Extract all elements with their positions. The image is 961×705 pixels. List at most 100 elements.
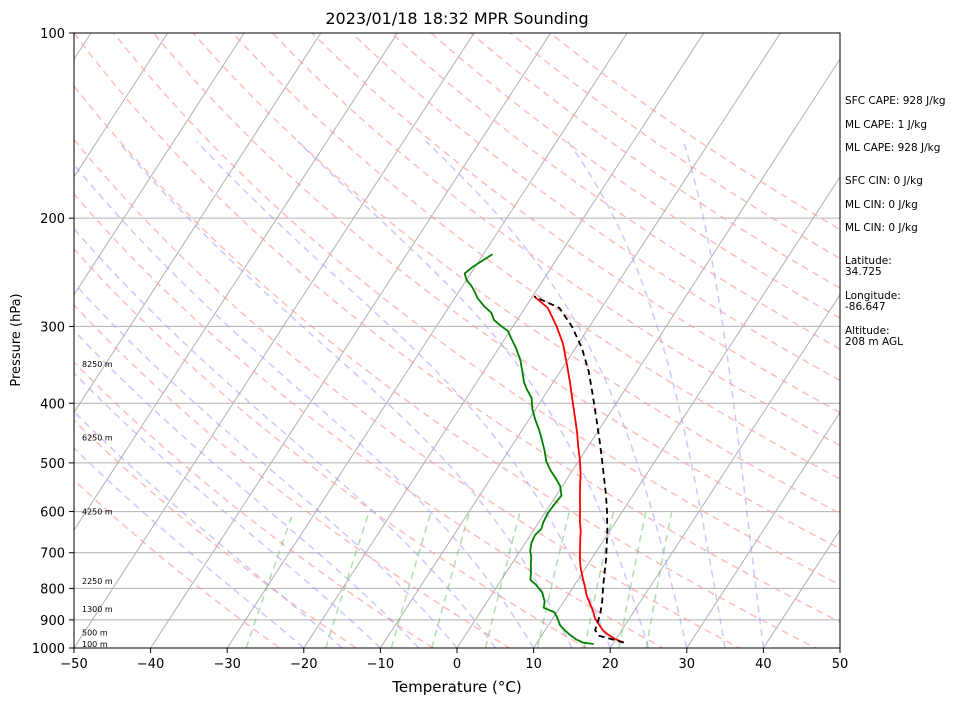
- x-tick-label: 0: [453, 657, 461, 672]
- isotherm-line: [533, 175, 840, 648]
- mixing-ratio-line: [325, 511, 370, 648]
- height-label: 100 m: [82, 640, 108, 649]
- moist-adiabat-line: [117, 140, 573, 648]
- info-text: Altitude:: [845, 325, 890, 337]
- y-tick-label: 800: [40, 582, 65, 597]
- info-text: Longitude:: [845, 290, 901, 302]
- y-tick-label: 1000: [32, 642, 65, 657]
- moist-adiabat-line: [425, 140, 688, 648]
- height-label: 6250 m: [82, 434, 113, 443]
- moist-adiabat-line: [74, 329, 420, 648]
- isotherm-line: [74, 33, 475, 648]
- parcel-path-line: [533, 295, 624, 644]
- x-tick-label: −30: [213, 657, 240, 672]
- y-tick-label: 500: [40, 457, 65, 472]
- x-axis-label: Temperature (°C): [391, 678, 521, 696]
- isotherm-line: [456, 58, 840, 648]
- dry-adiabat-line: [112, 33, 840, 586]
- grid-layer: [74, 33, 840, 648]
- dry-adiabat-line: [74, 478, 281, 648]
- moist-adiabat-line: [567, 140, 726, 648]
- info-text: Latitude:: [845, 255, 892, 267]
- info-panel: SFC CAPE: 928 J/kg ML CAPE: 1 J/kg ML CAPE…: [845, 95, 946, 348]
- y-tick-label: 400: [40, 397, 65, 412]
- height-label: 1300 m: [82, 605, 113, 614]
- y-tick-label: 700: [40, 547, 65, 562]
- info-text: 34.725: [845, 266, 882, 278]
- info-text: SFC CAPE: 928 J/kg: [845, 95, 946, 107]
- moist-adiabat-line: [74, 227, 496, 648]
- isotherm-line: [74, 33, 398, 532]
- moist-adiabat-line: [682, 141, 765, 648]
- y-tick-label: 900: [40, 614, 65, 629]
- x-tick-label: 50: [832, 657, 849, 672]
- x-tick-label: −20: [290, 657, 317, 672]
- mixing-ratio-line: [536, 511, 571, 648]
- dry-adiabat-line: [74, 192, 665, 648]
- x-tick-label: 10: [525, 657, 542, 672]
- height-label: 4250 m: [82, 508, 113, 517]
- isotherm-line: [226, 33, 628, 648]
- mixing-ratio-line: [390, 511, 432, 648]
- dewpoint-line: [463, 253, 594, 645]
- y-tick-label: 100: [40, 27, 65, 42]
- dry-adiabat-line: [74, 361, 435, 648]
- y-tick-label: 200: [40, 212, 65, 227]
- dry-adiabat-line: [231, 33, 840, 480]
- x-axis-ticks: −50 −40 −30 −20 −10 0 10 20 30 40 50: [60, 648, 848, 672]
- info-text: -86.647: [845, 301, 886, 313]
- y-axis-ticks: 1000 900 800 700 600 500 400 300 200 100: [32, 27, 74, 657]
- y-tick-label: 600: [40, 506, 65, 521]
- x-tick-label: −40: [137, 657, 164, 672]
- x-tick-label: −50: [60, 657, 87, 672]
- height-label: 2250 m: [82, 577, 113, 586]
- dry-adiabat-line: [74, 84, 818, 648]
- x-tick-label: 30: [679, 657, 696, 672]
- isotherm-line: [74, 33, 245, 296]
- info-text: ML CIN: 0 J/kg: [845, 199, 918, 211]
- dry-adiabat-line: [152, 33, 840, 550]
- height-label: 500 m: [82, 628, 108, 637]
- dry-adiabat-line: [310, 33, 840, 414]
- info-text: ML CIN: 0 J/kg: [845, 222, 918, 234]
- isotherm-line: [686, 411, 840, 648]
- info-text: ML CAPE: 928 J/kg: [845, 142, 940, 154]
- moist-adiabat-line: [74, 163, 535, 648]
- chart-title: 2023/01/18 18:32 MPR Sounding: [325, 9, 588, 28]
- mixing-ratio-line: [484, 511, 521, 648]
- dry-adiabat-line: [350, 33, 840, 382]
- dry-adiabat-line: [74, 419, 358, 648]
- height-label: 8250 m: [82, 360, 113, 369]
- mixing-ratio-line: [245, 511, 295, 648]
- moist-adiabat-line: [74, 447, 305, 648]
- dry-adiabat-line: [74, 33, 840, 623]
- x-tick-label: −10: [367, 657, 394, 672]
- moist-adiabat-line: [297, 140, 650, 648]
- info-text: 208 m AGL: [845, 336, 903, 348]
- dry-adiabat-line: [390, 33, 840, 350]
- dry-adiabat-line: [192, 33, 840, 515]
- info-text: ML CAPE: 1 J/kg: [845, 119, 927, 131]
- dry-adiabat-line: [74, 138, 741, 648]
- mixing-ratio-line: [431, 511, 471, 648]
- moist-adiabat-line: [74, 282, 458, 648]
- moist-adiabat-line: [74, 410, 343, 648]
- mixing-ratio-line: [645, 511, 673, 648]
- temperature-line: [533, 295, 625, 644]
- y-tick-label: 300: [40, 320, 65, 335]
- dry-adiabat-line: [74, 304, 511, 648]
- dry-adiabat-line: [74, 248, 588, 648]
- moist-adiabat-line: [196, 140, 611, 648]
- series-layer: [463, 253, 625, 645]
- isotherm-line: [74, 33, 169, 178]
- isotherm-line: [762, 529, 840, 648]
- isotherm-line: [609, 293, 840, 648]
- isotherm-line: [150, 33, 552, 648]
- y-axis-label: Pressure (hPa): [9, 293, 24, 386]
- dry-adiabat-line: [271, 33, 840, 447]
- isotherm-line: [303, 33, 705, 648]
- info-text: SFC CIN: 0 J/kg: [845, 175, 923, 187]
- isotherm-line: [74, 33, 322, 414]
- moist-adiabat-line: [74, 371, 381, 648]
